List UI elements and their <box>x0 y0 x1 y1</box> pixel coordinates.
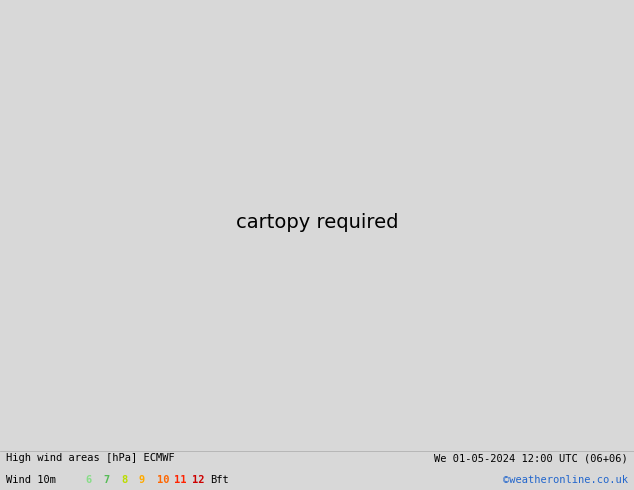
Text: ©weatheronline.co.uk: ©weatheronline.co.uk <box>503 475 628 485</box>
Text: We 01-05-2024 12:00 UTC (06+06): We 01-05-2024 12:00 UTC (06+06) <box>434 453 628 463</box>
Text: 11: 11 <box>174 475 187 485</box>
Text: cartopy required: cartopy required <box>236 214 398 232</box>
Text: 9: 9 <box>139 475 145 485</box>
Text: Bft: Bft <box>210 475 229 485</box>
Text: 8: 8 <box>121 475 127 485</box>
Text: 12: 12 <box>192 475 205 485</box>
Text: High wind areas [hPa] ECMWF: High wind areas [hPa] ECMWF <box>6 453 175 463</box>
Text: 6: 6 <box>86 475 92 485</box>
Text: 10: 10 <box>157 475 169 485</box>
Text: Wind 10m: Wind 10m <box>6 475 56 485</box>
Text: 7: 7 <box>103 475 110 485</box>
